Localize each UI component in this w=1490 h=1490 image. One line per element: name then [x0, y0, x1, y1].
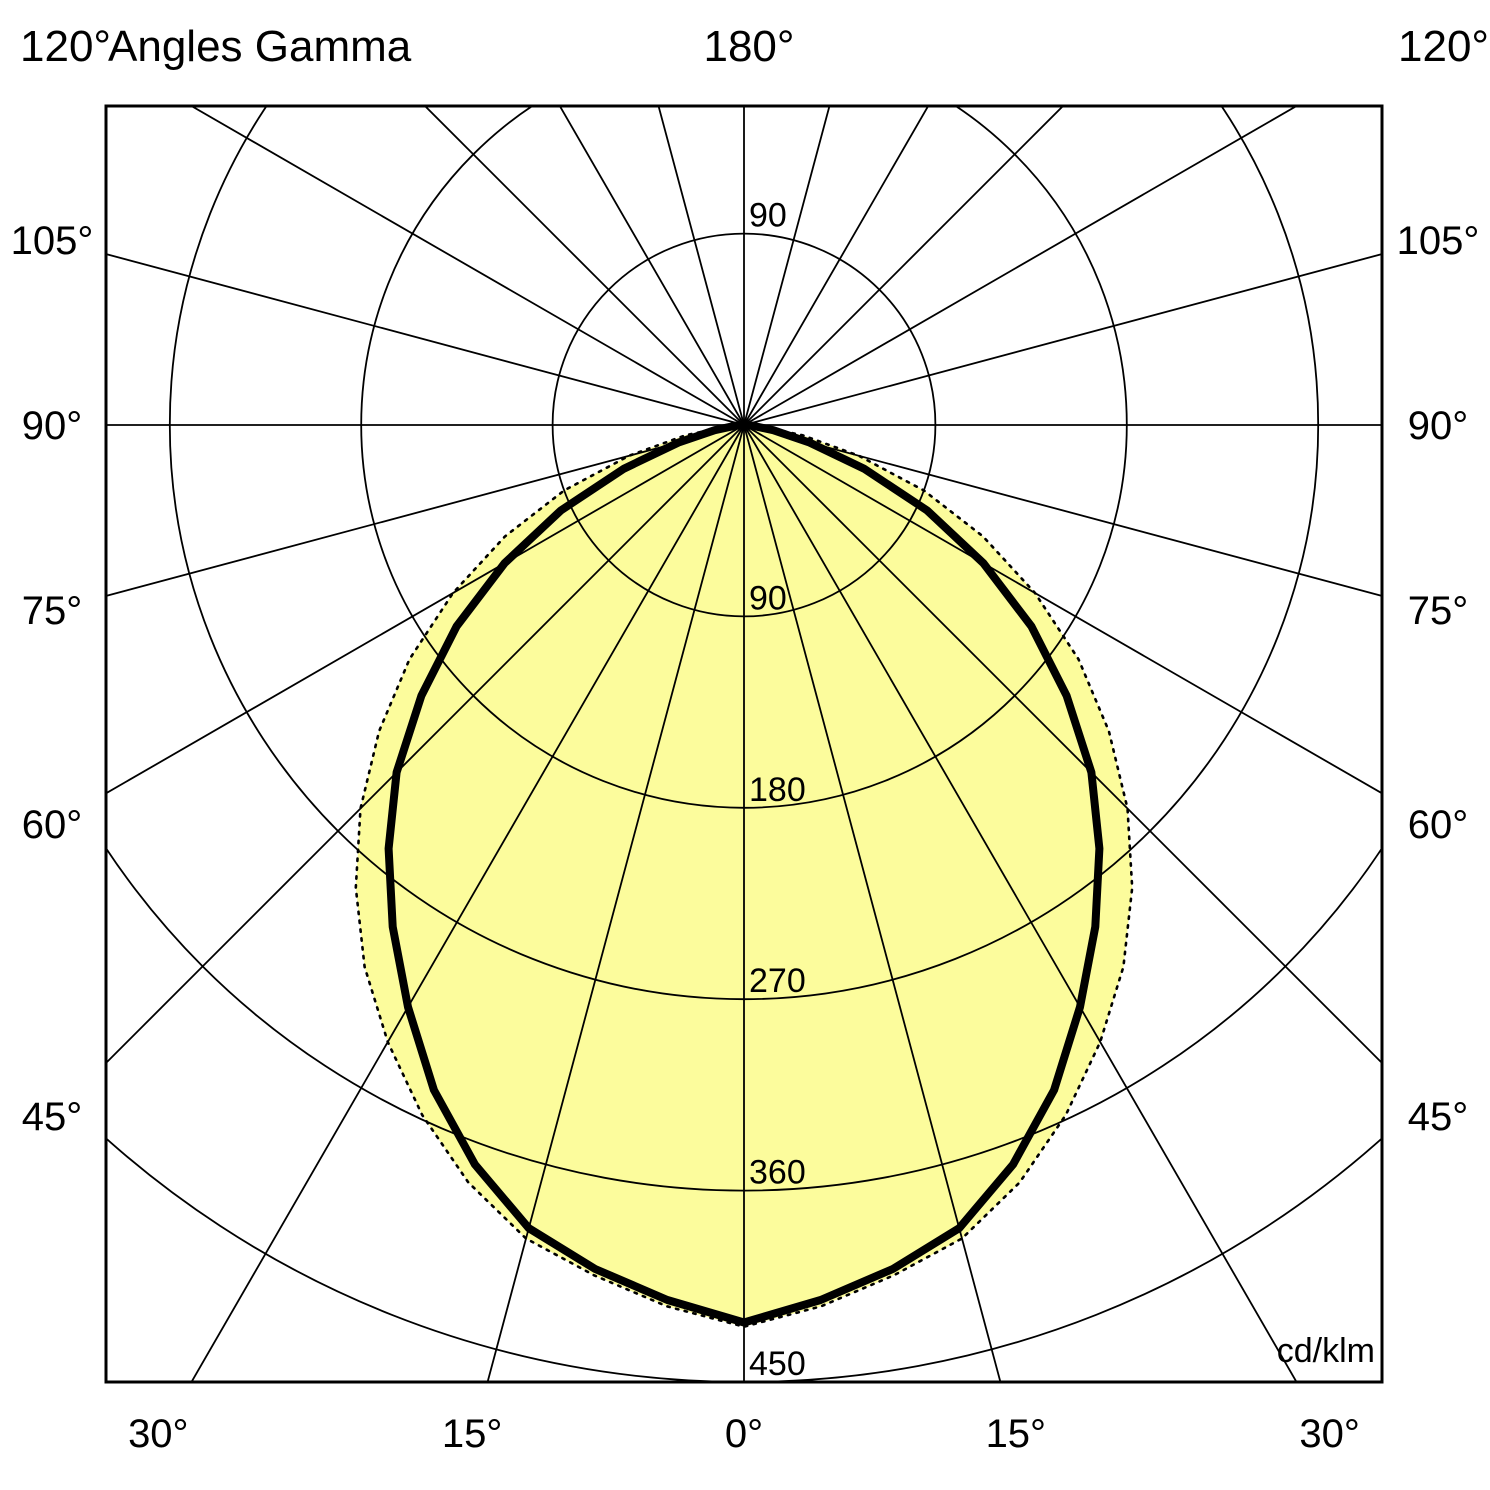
gamma-label-left-45: 45° [22, 1095, 83, 1139]
intensity-curve-c0-c180 [384, 421, 1104, 1327]
grid-ray [743, 106, 930, 426]
ring-label-90-down: 90 [749, 579, 787, 617]
gamma-label-right-90: 90° [1408, 404, 1469, 448]
unit-label: cd/klm [1277, 1332, 1375, 1370]
gamma-label-left-60: 60° [22, 803, 83, 847]
grid-ray [743, 106, 1065, 426]
gamma-label-right-105: 105° [1397, 219, 1480, 263]
gamma-corner-label-right: 120° [1398, 22, 1490, 71]
grid-ray [743, 424, 1382, 795]
grid-ray [743, 424, 1382, 597]
gamma-label-left-75: 75° [22, 589, 83, 633]
grid-ray [106, 424, 745, 795]
ring-label-360-down: 360 [749, 1154, 806, 1192]
grid-circle-270 [169, 106, 1319, 1000]
gamma-label-right-45: 45° [1408, 1095, 1469, 1139]
grid-ray [743, 424, 1002, 1382]
grid-circle-90 [551, 232, 937, 618]
grid-ray [106, 424, 745, 1065]
grid-ray [743, 106, 831, 426]
gamma-corner-label-left: 120° [20, 22, 112, 71]
gamma-label-right-60: 60° [1408, 803, 1469, 847]
ring-label-90-up: 90 [749, 197, 787, 235]
grid-ray [743, 424, 1298, 1382]
grid-ray [189, 106, 745, 426]
ring-label-270-down: 270 [749, 962, 806, 1000]
grid-ray [106, 253, 745, 426]
gamma-label-bottom--30: 30° [1299, 1412, 1360, 1456]
grid-ray [743, 253, 1382, 426]
gamma-top-center-label: 180° [703, 22, 795, 71]
gamma-label-bottom--15: 15° [986, 1412, 1047, 1456]
chart-frame [104, 104, 1384, 1384]
grid-ray [743, 424, 1382, 1065]
gamma-label-bottom-0: 0° [725, 1412, 763, 1456]
gamma-label-bottom-15: 15° [442, 1412, 503, 1456]
gamma-label-right-75: 75° [1408, 589, 1469, 633]
grid-ray [743, 106, 1299, 426]
gamma-label-left-105: 105° [11, 219, 94, 263]
grid-ray [106, 424, 745, 597]
ring-label-180-down: 180 [749, 771, 806, 809]
gamma-label-bottom-30: 30° [128, 1412, 189, 1456]
grid-ray [190, 424, 745, 1382]
chart-title: Angles Gamma [108, 22, 412, 71]
intensity-curve-c90-c270 [354, 423, 1134, 1329]
grid-circle-360 [106, 846, 1382, 1192]
gamma-label-left-90: 90° [22, 404, 83, 448]
grid-ray [657, 106, 745, 426]
grid-ray [558, 106, 745, 426]
grid-ray [486, 424, 745, 1382]
grid-circle-180 [360, 106, 1128, 809]
ring-label-450-down: 450 [749, 1345, 806, 1383]
grid-ray [423, 106, 745, 426]
